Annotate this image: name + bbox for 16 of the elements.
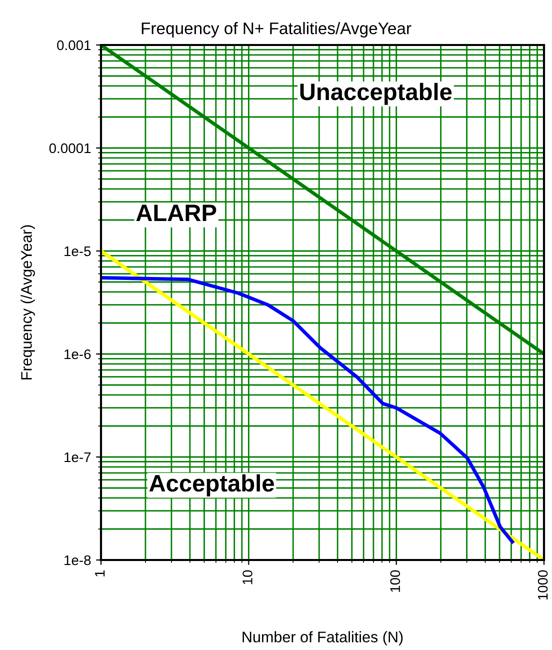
chart-title: Frequency of N+ Fatalities/AvgeYear: [142, 22, 412, 38]
x-axis-title: Number of Fatalities (N): [242, 631, 403, 646]
y-tick-label: 1e-5: [64, 246, 91, 256]
y-tick-label: 1e-6: [64, 349, 91, 360]
y-tick-label: 1e-8: [64, 555, 91, 566]
y-axis-title: Frequency (/AvgeYear): [20, 225, 35, 380]
y-tick-label: 0.001: [57, 40, 91, 50]
y-tick-label: 0.0001: [49, 143, 91, 154]
annotation: Acceptable: [149, 474, 274, 496]
x-tick-label: 10: [242, 570, 252, 584]
annotation: Unacceptable: [300, 82, 452, 105]
annotation: ALARP: [136, 204, 216, 222]
x-tick-label: 100: [390, 570, 400, 592]
y-tick-label: 1e-7: [64, 452, 91, 462]
x-tick-label: 1: [95, 570, 105, 576]
x-tick-label: 1000: [538, 570, 548, 600]
